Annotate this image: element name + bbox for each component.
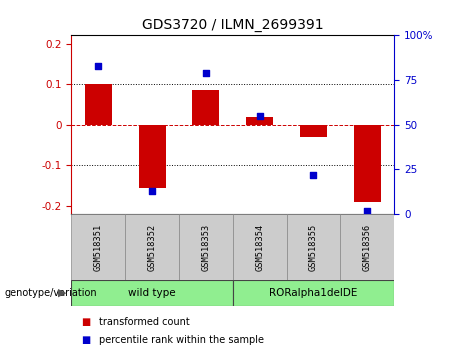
Text: GSM518356: GSM518356 bbox=[363, 223, 372, 270]
Text: percentile rank within the sample: percentile rank within the sample bbox=[99, 335, 264, 345]
Bar bbox=[71, 280, 233, 306]
Text: ▶: ▶ bbox=[59, 288, 67, 298]
Bar bbox=[139, 125, 165, 188]
Bar bbox=[233, 214, 287, 280]
Text: GSM518353: GSM518353 bbox=[201, 223, 210, 270]
Text: transformed count: transformed count bbox=[99, 317, 190, 327]
Text: genotype/variation: genotype/variation bbox=[5, 288, 97, 298]
Text: RORalpha1delDE: RORalpha1delDE bbox=[269, 288, 358, 298]
Point bbox=[202, 70, 210, 76]
Point bbox=[148, 188, 156, 194]
Point bbox=[310, 172, 317, 178]
Bar bbox=[193, 90, 219, 125]
Point bbox=[364, 208, 371, 213]
Bar bbox=[354, 125, 381, 202]
Bar bbox=[340, 214, 394, 280]
Bar bbox=[233, 280, 394, 306]
Bar bbox=[287, 214, 340, 280]
Bar bbox=[71, 214, 125, 280]
Text: GSM518354: GSM518354 bbox=[255, 223, 264, 270]
Text: GSM518355: GSM518355 bbox=[309, 223, 318, 270]
Bar bbox=[85, 84, 112, 125]
Bar bbox=[300, 125, 327, 137]
Bar bbox=[246, 117, 273, 125]
Text: wild type: wild type bbox=[128, 288, 176, 298]
Point bbox=[256, 113, 263, 119]
Point bbox=[95, 63, 102, 69]
Bar bbox=[125, 214, 179, 280]
Bar bbox=[179, 214, 233, 280]
Text: GSM518351: GSM518351 bbox=[94, 223, 103, 270]
Text: ■: ■ bbox=[81, 335, 90, 345]
Title: GDS3720 / ILMN_2699391: GDS3720 / ILMN_2699391 bbox=[142, 18, 324, 32]
Text: ■: ■ bbox=[81, 317, 90, 327]
Text: GSM518352: GSM518352 bbox=[148, 223, 157, 270]
